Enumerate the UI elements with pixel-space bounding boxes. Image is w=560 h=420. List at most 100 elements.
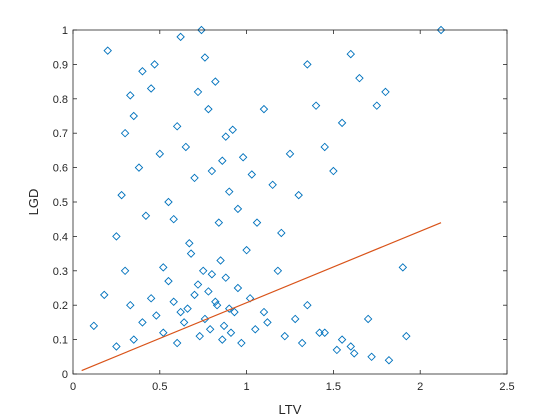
data-point	[285, 149, 295, 159]
data-point	[129, 111, 138, 121]
data-point	[212, 300, 222, 310]
data-point	[103, 46, 112, 55]
data-point	[200, 314, 210, 324]
y-axis: 0 0.1 0.2 0.3 0.4 0.5 0.6 0.7 0.8 0.9 1	[53, 25, 507, 381]
y-tick-label: 0.6	[53, 163, 68, 175]
data-point	[176, 307, 185, 317]
data-point	[120, 266, 130, 276]
data-point	[247, 170, 257, 179]
data-point	[303, 300, 312, 310]
data-point	[141, 211, 151, 220]
data-point	[259, 307, 269, 317]
data-point	[355, 73, 364, 83]
data-point	[152, 311, 161, 320]
data-point	[221, 132, 231, 141]
data-point	[290, 314, 300, 324]
data-point	[155, 149, 165, 159]
data-point	[150, 60, 159, 69]
data-point	[225, 187, 234, 196]
data-point	[280, 331, 290, 341]
data-point	[233, 204, 243, 214]
data-point	[436, 25, 446, 35]
data-point	[146, 294, 156, 303]
data-point	[297, 338, 307, 348]
data-point	[216, 256, 225, 265]
y-tick-label: 0.7	[53, 128, 68, 140]
data-point	[238, 153, 248, 162]
data-point	[218, 335, 227, 344]
data-point	[126, 300, 135, 310]
y-tick-label: 0.5	[53, 197, 68, 209]
data-point	[218, 156, 227, 165]
data-point	[337, 335, 347, 344]
data-point	[204, 287, 213, 296]
data-point	[320, 328, 329, 337]
data-point	[198, 266, 208, 276]
data-point	[214, 218, 224, 227]
data-point	[172, 122, 182, 131]
data-point	[159, 328, 168, 337]
data-point	[195, 331, 204, 341]
data-point	[129, 335, 138, 344]
fit-line	[81, 222, 442, 372]
data-point	[346, 342, 355, 351]
data-point	[207, 270, 217, 279]
data-point	[277, 228, 286, 238]
data-point	[329, 166, 338, 176]
x-axis-title: LTV	[279, 402, 302, 417]
y-tick-label: 0.2	[53, 300, 68, 312]
data-point	[183, 304, 192, 313]
data-point	[197, 25, 206, 35]
data-point	[268, 180, 277, 190]
data-point	[294, 190, 303, 200]
data-point	[251, 325, 260, 334]
y-axis-title: LGD	[26, 189, 41, 216]
x-axis: 0 0.5 1 1.5 2 2.5	[70, 30, 515, 393]
data-point	[303, 60, 312, 69]
data-point	[89, 321, 99, 331]
data-point	[402, 331, 411, 341]
data-point	[372, 101, 382, 110]
x-tick-label: 2.5	[499, 381, 514, 393]
data-point	[221, 273, 231, 282]
data-point	[193, 87, 203, 97]
data-point	[126, 91, 135, 100]
data-point	[205, 325, 215, 334]
data-point	[363, 314, 373, 324]
data-point	[320, 142, 329, 152]
data-point	[169, 297, 178, 306]
x-tick-label: 0	[70, 381, 76, 393]
y-tick-label: 0.4	[53, 231, 68, 243]
data-point	[367, 352, 376, 362]
data-point	[186, 249, 196, 258]
scatter-points	[89, 25, 446, 365]
data-point	[219, 321, 229, 331]
data-point	[193, 280, 203, 289]
data-point	[138, 67, 147, 76]
data-point	[159, 263, 168, 272]
data-point	[164, 197, 173, 207]
data-point	[185, 239, 194, 248]
data-point	[169, 214, 178, 224]
x-tick-label: 0.5	[152, 381, 167, 393]
y-tick-label: 0.3	[53, 266, 68, 278]
data-point	[112, 232, 121, 241]
plot-frame	[72, 29, 508, 375]
data-point	[204, 104, 213, 114]
data-point	[100, 290, 109, 300]
data-point	[233, 283, 243, 293]
data-point	[225, 304, 234, 313]
data-point	[252, 218, 262, 227]
data-point	[179, 318, 189, 327]
y-tick-label: 0	[62, 369, 68, 381]
data-point	[120, 128, 130, 138]
y-tick-label: 1	[62, 25, 68, 37]
data-point	[138, 318, 147, 327]
data-point	[134, 163, 144, 172]
data-point	[230, 307, 239, 317]
y-tick-label: 0.8	[53, 94, 68, 106]
data-point	[228, 125, 237, 134]
data-point	[337, 118, 347, 128]
data-point	[346, 49, 355, 59]
data-point	[311, 101, 321, 110]
